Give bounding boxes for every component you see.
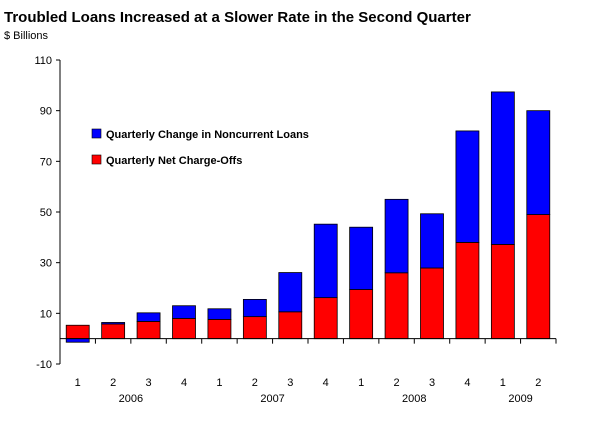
chart-subtitle: $ Billions xyxy=(4,30,49,42)
bar-noncurrent-change xyxy=(384,198,409,274)
bar-net-charge-offs xyxy=(172,317,196,340)
x-tick-label: 2 xyxy=(252,377,258,389)
x-tick-label: 4 xyxy=(464,377,470,389)
x-year-label: 2008 xyxy=(402,393,426,405)
y-tick-label: 30 xyxy=(40,258,52,270)
y-tick-label: 50 xyxy=(40,207,52,219)
x-year-label: 2007 xyxy=(260,393,284,405)
x-tick-label: 3 xyxy=(429,377,435,389)
x-tick-label: 3 xyxy=(146,377,152,389)
bar-noncurrent-change xyxy=(313,223,338,299)
bar-net-charge-offs xyxy=(455,241,480,340)
x-year-label: 2009 xyxy=(508,393,532,405)
bar-net-charge-offs xyxy=(420,267,444,340)
bar-net-charge-offs xyxy=(313,297,338,340)
x-tick-label: 4 xyxy=(323,377,329,389)
legend-label: Quarterly Net Charge-Offs xyxy=(106,155,242,167)
bar-net-charge-offs xyxy=(101,323,126,340)
bar-noncurrent-change xyxy=(490,91,515,245)
x-year-label: 2006 xyxy=(119,393,143,405)
y-axis: -10 10 30 50 70 90 110 xyxy=(34,55,61,371)
bar-noncurrent-change xyxy=(420,213,444,269)
y-tick-label: -10 xyxy=(36,359,52,371)
bar-net-charge-offs xyxy=(65,324,90,340)
y-tick-label: 70 xyxy=(40,156,52,168)
x-tick-label: 1 xyxy=(216,377,222,389)
x-tick-label: 1 xyxy=(75,377,81,389)
x-tick-label: 2 xyxy=(535,377,541,389)
bar-noncurrent-change xyxy=(242,298,267,318)
bar-net-charge-offs xyxy=(278,311,303,340)
bars-group xyxy=(65,91,551,343)
bar-noncurrent-change xyxy=(65,338,90,343)
bar-noncurrent-change xyxy=(207,308,232,320)
bar-noncurrent-change xyxy=(278,272,303,313)
bar-noncurrent-change xyxy=(526,110,551,215)
bar-net-charge-offs xyxy=(384,272,409,340)
bar-noncurrent-change xyxy=(136,312,161,322)
x-tick-label: 3 xyxy=(287,377,293,389)
legend-swatch xyxy=(91,154,102,165)
x-tick-label: 2 xyxy=(394,377,400,389)
bar-noncurrent-change xyxy=(349,226,374,290)
legend: Quarterly Change in Noncurrent Loans Quar… xyxy=(91,128,309,167)
y-tick-label: 10 xyxy=(40,308,52,320)
bar-net-charge-offs xyxy=(207,319,232,340)
x-tick-label: 1 xyxy=(358,377,364,389)
legend-swatch xyxy=(91,128,102,139)
bar-noncurrent-change xyxy=(101,322,126,325)
bar-net-charge-offs xyxy=(136,321,161,340)
chart-title: Troubled Loans Increased at a Slower Rat… xyxy=(4,9,471,26)
x-tick-label: 1 xyxy=(500,377,506,389)
bar-net-charge-offs xyxy=(242,316,267,340)
x-tick-label: 4 xyxy=(181,377,187,389)
bar-net-charge-offs xyxy=(349,289,374,340)
x-tick-label: 2 xyxy=(110,377,116,389)
y-tick-label: 90 xyxy=(40,106,52,118)
bar-net-charge-offs xyxy=(526,214,551,340)
bar-noncurrent-change xyxy=(455,130,480,243)
legend-label: Quarterly Change in Noncurrent Loans xyxy=(106,129,309,141)
y-tick-label: 110 xyxy=(34,55,52,67)
bar-net-charge-offs xyxy=(490,244,515,340)
bar-noncurrent-change xyxy=(172,305,196,319)
